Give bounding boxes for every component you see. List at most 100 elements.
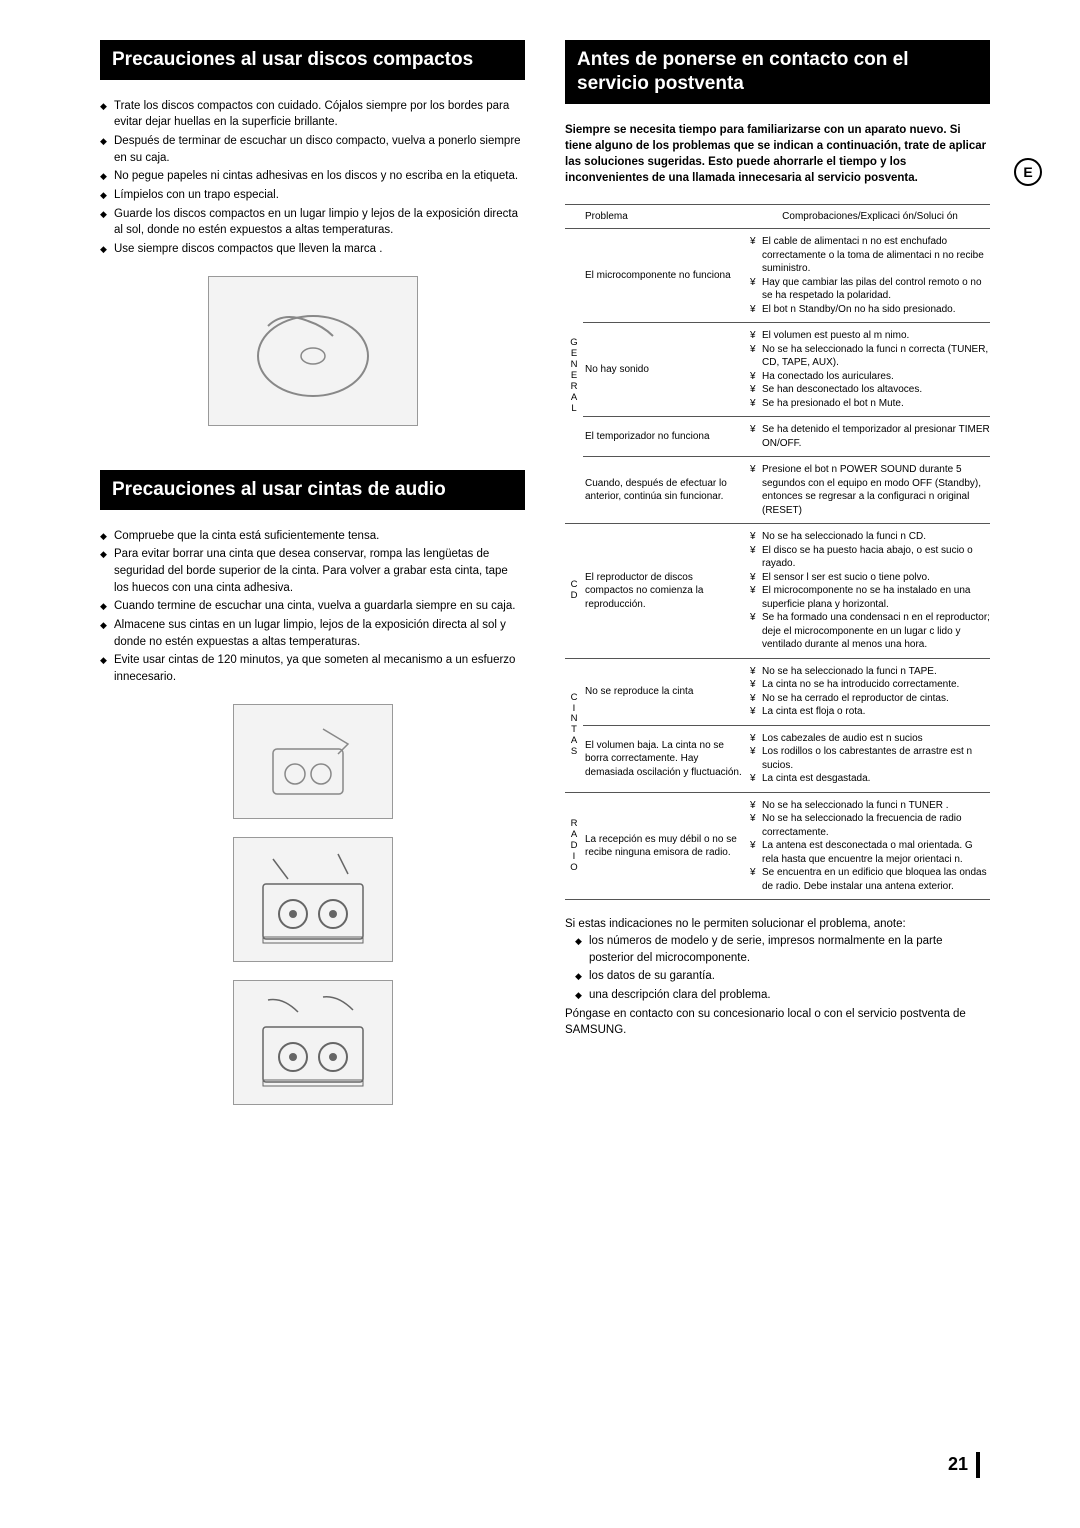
problem-cell: Cuando, después de efectuar lo anterior,… bbox=[583, 463, 748, 517]
solution-item: Hay que cambiar las pilas del control re… bbox=[750, 276, 990, 303]
table-group: CDEl reproductor de discos compactos no … bbox=[565, 524, 990, 659]
list-item: Después de terminar de escuchar un disco… bbox=[100, 133, 525, 166]
table-row: No se reproduce la cintaNo se ha selecci… bbox=[583, 659, 990, 726]
solution-item: El volumen est puesto al m nimo. bbox=[750, 329, 990, 343]
solution-item: El bot n Standby/On no ha sido presionad… bbox=[750, 303, 990, 317]
category-label: CD bbox=[565, 524, 583, 658]
col-header-problem: Problema bbox=[583, 210, 748, 224]
list-item: Para evitar borrar una cinta que desea c… bbox=[100, 546, 525, 596]
list-item: Límpielos con un trapo especial. bbox=[100, 187, 525, 204]
list-item: los números de modelo y de serie, impres… bbox=[565, 933, 990, 966]
table-row: El volumen baja. La cinta no se borra co… bbox=[583, 726, 990, 792]
category-label: GENERAL bbox=[565, 229, 583, 523]
page-number: 21 bbox=[948, 1452, 980, 1478]
group-rows: El microcomponente no funcionaEl cable d… bbox=[583, 229, 990, 523]
problem-cell: El reproductor de discos compactos no co… bbox=[583, 530, 748, 652]
solution-item: La cinta est desgastada. bbox=[750, 772, 990, 786]
solution-item: Presione el bot n POWER SOUND durante 5 … bbox=[750, 463, 990, 517]
solution-item: Se ha presionado el bot n Mute. bbox=[750, 397, 990, 411]
table-row: No hay sonidoEl volumen est puesto al m … bbox=[583, 323, 990, 417]
problem-cell: El volumen baja. La cinta no se borra co… bbox=[583, 732, 748, 786]
solution-cell: Los cabezales de audio est n suciosLos r… bbox=[748, 732, 990, 786]
list-item: Compruebe que la cinta está suficienteme… bbox=[100, 528, 525, 545]
cd-precautions-body: Trate los discos compactos con cuidado. … bbox=[100, 98, 525, 258]
language-letter: E bbox=[1023, 164, 1032, 180]
solution-item: El disco se ha puesto hacia abajo, o est… bbox=[750, 544, 990, 571]
tape-tab-break-figure bbox=[233, 837, 393, 962]
solution-cell: No se ha seleccionado la funci n TAPE.La… bbox=[748, 665, 990, 719]
table-group: GENERALEl microcomponente no funcionaEl … bbox=[565, 229, 990, 524]
solution-item: Se ha detenido el temporizador al presio… bbox=[750, 423, 990, 450]
problem-cell: No se reproduce la cinta bbox=[583, 665, 748, 719]
solution-item: La cinta est floja o rota. bbox=[750, 705, 990, 719]
solution-item: No se ha seleccionado la funci n TUNER . bbox=[750, 799, 990, 813]
language-badge: E bbox=[1014, 158, 1042, 186]
solution-cell: Presione el bot n POWER SOUND durante 5 … bbox=[748, 463, 990, 517]
table-row: La recepción es muy débil o no se recibe… bbox=[583, 793, 990, 900]
footer-lead: Si estas indicaciones no le permiten sol… bbox=[565, 916, 990, 933]
tape-precautions-body: Compruebe que la cinta está suficienteme… bbox=[100, 528, 525, 686]
footer-block: Si estas indicaciones no le permiten sol… bbox=[565, 916, 990, 1039]
solution-item: El cable de alimentaci n no est enchufad… bbox=[750, 235, 990, 276]
solution-item: No se ha seleccionado la funci n correct… bbox=[750, 343, 990, 370]
col-header-solution: Comprobaciones/Explicaci ón/Soluci ón bbox=[748, 210, 990, 224]
group-rows: La recepción es muy débil o no se recibe… bbox=[583, 793, 990, 900]
cd-handling-figure bbox=[208, 276, 418, 426]
list-item: No pegue papeles ni cintas adhesivas en … bbox=[100, 168, 525, 185]
table-header-row: Problema Comprobaciones/Explicaci ón/Sol… bbox=[565, 205, 990, 230]
tape-precautions-header: Precauciones al usar cintas de audio bbox=[100, 470, 525, 510]
solution-cell: El cable de alimentaci n no est enchufad… bbox=[748, 235, 990, 316]
list-item: los datos de su garantía. bbox=[565, 968, 990, 985]
solution-item: El sensor l ser est sucio o tiene polvo. bbox=[750, 571, 990, 585]
cd-precautions-list: Trate los discos compactos con cuidado. … bbox=[100, 98, 525, 258]
list-item: Cuando termine de escuchar una cinta, vu… bbox=[100, 598, 525, 615]
right-column: Antes de ponerse en contacto con el serv… bbox=[565, 40, 990, 1123]
solution-item: No se ha seleccionado la funci n TAPE. bbox=[750, 665, 990, 679]
solution-item: No se ha seleccionado la frecuencia de r… bbox=[750, 812, 990, 839]
solution-cell: No se ha seleccionado la funci n CD.El d… bbox=[748, 530, 990, 652]
footer-tail: Póngase en contacto con su concesionario… bbox=[565, 1006, 990, 1039]
list-item: Use siempre discos compactos que lleven … bbox=[100, 241, 525, 258]
list-item: Guarde los discos compactos en un lugar … bbox=[100, 206, 525, 239]
table-row: El reproductor de discos compactos no co… bbox=[583, 524, 990, 658]
solution-item: No se ha cerrado el reproductor de cinta… bbox=[750, 692, 990, 706]
solution-item: Los rodillos o los cabrestantes de arras… bbox=[750, 745, 990, 772]
left-column: Precauciones al usar discos compactos Tr… bbox=[100, 40, 525, 1123]
category-label: RADIO bbox=[565, 793, 583, 900]
group-rows: El reproductor de discos compactos no co… bbox=[583, 524, 990, 658]
solution-item: Ha conectado los auriculares. bbox=[750, 370, 990, 384]
problem-cell: El microcomponente no funciona bbox=[583, 235, 748, 316]
solution-cell: El volumen est puesto al m nimo.No se ha… bbox=[748, 329, 990, 410]
problem-cell: No hay sonido bbox=[583, 329, 748, 410]
list-item: Evite usar cintas de 120 minutos, ya que… bbox=[100, 652, 525, 685]
list-item: Almacene sus cintas en un lugar limpio, … bbox=[100, 617, 525, 650]
table-row: El microcomponente no funcionaEl cable d… bbox=[583, 229, 990, 323]
service-header: Antes de ponerse en contacto con el serv… bbox=[565, 40, 990, 104]
solution-item: No se ha seleccionado la funci n CD. bbox=[750, 530, 990, 544]
solution-cell: No se ha seleccionado la funci n TUNER .… bbox=[748, 799, 990, 894]
solution-item: La cinta no se ha introducido correctame… bbox=[750, 678, 990, 692]
solution-item: El microcomponente no se ha instalado en… bbox=[750, 584, 990, 611]
footer-list: los números de modelo y de serie, impres… bbox=[565, 933, 990, 1004]
solution-item: Se han desconectado los altavoces. bbox=[750, 383, 990, 397]
list-item: Trate los discos compactos con cuidado. … bbox=[100, 98, 525, 131]
table-row: El temporizador no funcionaSe ha detenid… bbox=[583, 417, 990, 457]
tape-tension-figure bbox=[233, 704, 393, 819]
cd-precautions-header: Precauciones al usar discos compactos bbox=[100, 40, 525, 80]
category-label: CINTAS bbox=[565, 659, 583, 792]
troubleshoot-table: Problema Comprobaciones/Explicaci ón/Sol… bbox=[565, 204, 990, 901]
table-row: Cuando, después de efectuar lo anterior,… bbox=[583, 457, 990, 523]
problem-cell: El temporizador no funciona bbox=[583, 423, 748, 450]
solution-item: Los cabezales de audio est n sucios bbox=[750, 732, 990, 746]
table-group: RADIOLa recepción es muy débil o no se r… bbox=[565, 793, 990, 900]
service-intro: Siempre se necesita tiempo para familiar… bbox=[565, 122, 990, 186]
page-content: Precauciones al usar discos compactos Tr… bbox=[100, 40, 990, 1123]
solution-item: La antena est desconectada o mal orienta… bbox=[750, 839, 990, 866]
solution-item: Se encuentra en un edificio que bloquea … bbox=[750, 866, 990, 893]
list-item: una descripción clara del problema. bbox=[565, 987, 990, 1004]
tape-precautions-list: Compruebe que la cinta está suficienteme… bbox=[100, 528, 525, 686]
tape-tab-cover-figure bbox=[233, 980, 393, 1105]
group-rows: No se reproduce la cintaNo se ha selecci… bbox=[583, 659, 990, 792]
solution-item: Se ha formado una condensaci n en el rep… bbox=[750, 611, 990, 652]
solution-cell: Se ha detenido el temporizador al presio… bbox=[748, 423, 990, 450]
